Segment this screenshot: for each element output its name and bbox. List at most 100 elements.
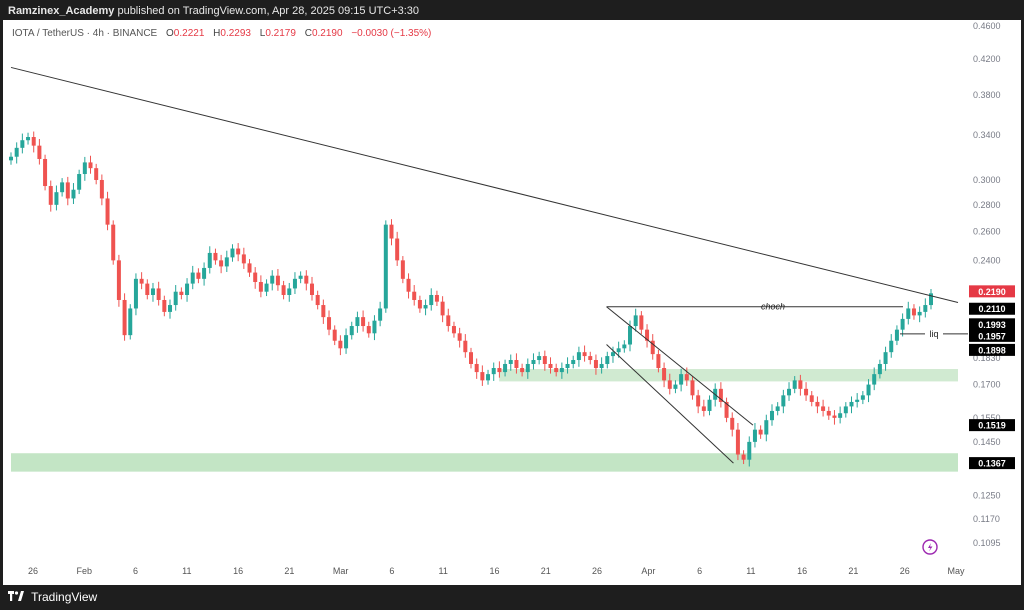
candle: [111, 220, 116, 265]
channel-lower: [606, 344, 734, 464]
candle: [877, 359, 882, 379]
candle: [207, 246, 212, 274]
time-tick: 16: [489, 566, 499, 576]
time-tick: 16: [797, 566, 807, 576]
footer-brand[interactable]: TradingView: [31, 590, 98, 604]
price-label: 0.2110: [969, 302, 1015, 315]
price-label: 0.1993: [969, 318, 1015, 331]
candle: [662, 362, 667, 388]
time-tick: 26: [900, 566, 910, 576]
candle: [866, 379, 871, 403]
candle: [559, 362, 564, 379]
candle: [389, 219, 394, 246]
tradingview-logo-icon[interactable]: [8, 586, 24, 610]
candle: [264, 279, 269, 297]
svg-text:0.1519: 0.1519: [978, 421, 1006, 431]
price-tick: 0.1550: [973, 413, 1001, 423]
candle: [889, 334, 894, 358]
candle: [917, 306, 922, 323]
candle: [497, 361, 502, 378]
candle: [735, 423, 740, 461]
candle: [798, 374, 803, 396]
time-axis: 26 Feb 6 11 16 21 Mar 6 11 16 21 26 Apr 6 11 16 21 26 May: [28, 566, 965, 576]
choch-label: choch: [761, 302, 785, 312]
candle: [122, 293, 127, 341]
candle: [128, 304, 133, 340]
candle: [843, 402, 848, 418]
candle: [77, 169, 82, 195]
candle: [241, 247, 246, 269]
candle: [258, 275, 263, 298]
candle: [520, 363, 525, 377]
candle: [185, 278, 190, 302]
candle: [406, 273, 411, 299]
publisher-name[interactable]: Ramzinex_Academy: [8, 5, 115, 17]
price-tick: 0.2600: [973, 227, 1001, 237]
candle: [156, 281, 161, 306]
candle: [37, 138, 42, 165]
candle: [139, 272, 144, 290]
candle: [145, 279, 150, 300]
candle: [150, 282, 155, 302]
candle: [270, 270, 275, 291]
candle: [292, 272, 297, 295]
candle: [400, 256, 405, 284]
chart-area[interactable]: choch liq 0.4600 0.4200 0.3800 0.3400 0.3000 0…: [3, 20, 1021, 585]
candle: [690, 376, 695, 400]
footer-bar: TradingView: [0, 585, 1024, 609]
candle: [366, 321, 371, 338]
candle: [474, 358, 479, 379]
candle: [236, 243, 241, 262]
candle: [701, 399, 706, 417]
candle: [718, 382, 723, 408]
candle: [71, 183, 76, 205]
candle: [537, 351, 542, 365]
candle: [446, 308, 451, 332]
candle: [344, 328, 349, 354]
candle: [531, 353, 536, 370]
candle: [372, 315, 377, 341]
candle: [747, 436, 752, 467]
candle: [451, 321, 456, 338]
time-tick: 26: [592, 566, 602, 576]
candle: [162, 295, 167, 317]
candle: [548, 357, 553, 374]
candle: [412, 285, 417, 306]
lines-layer: [10, 66, 959, 464]
candle: [593, 354, 598, 375]
candle: [60, 178, 65, 197]
candle: [338, 335, 343, 356]
time-tick: 6: [133, 566, 138, 576]
demand-zone: [499, 369, 958, 382]
candle: [832, 410, 837, 425]
lightning-icon[interactable]: [922, 539, 938, 555]
candle: [173, 285, 178, 311]
candle: [554, 363, 559, 377]
candle: [20, 133, 25, 154]
published-text: published on TradingView.com, Apr 28, 20…: [117, 5, 420, 17]
candle: [582, 345, 587, 362]
candle: [298, 271, 303, 284]
candle: [758, 425, 763, 439]
candle: [565, 357, 570, 374]
candle: [133, 273, 138, 316]
candle: [457, 327, 462, 348]
candle: [809, 391, 814, 407]
time-tick: 11: [182, 566, 191, 576]
candle: [792, 376, 797, 394]
candle: [764, 414, 769, 442]
candle: [894, 325, 899, 346]
candle: [622, 340, 627, 353]
time-tick: 21: [284, 566, 294, 576]
candle: [463, 334, 468, 358]
price-tick: 0.2400: [973, 255, 1001, 265]
candle: [508, 354, 513, 371]
candle: [440, 296, 445, 323]
candle: [202, 262, 207, 286]
svg-text:0.1993: 0.1993: [978, 320, 1006, 330]
candle: [730, 412, 735, 437]
candle: [309, 276, 314, 301]
svg-text:0.1957: 0.1957: [978, 331, 1006, 341]
candle: [588, 351, 593, 365]
